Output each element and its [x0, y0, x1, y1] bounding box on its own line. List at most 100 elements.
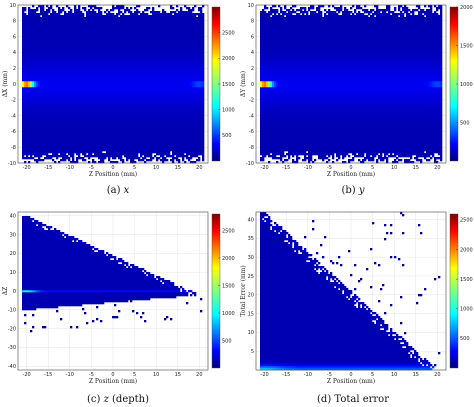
- heatmap-cell: [76, 33, 79, 36]
- heatmap-cell: [118, 127, 121, 130]
- heatmap-cell: [120, 63, 123, 66]
- heatmap-cell: [122, 21, 125, 24]
- heatmap-cell: [52, 133, 55, 136]
- heatmap-cell: [114, 25, 117, 28]
- heatmap-cell: [64, 127, 67, 130]
- heatmap-cell: [86, 85, 89, 88]
- heatmap-cell: [48, 103, 51, 106]
- heatmap-cell: [22, 33, 25, 36]
- heatmap-cell: [108, 53, 111, 56]
- heatmap-cell: [70, 73, 73, 76]
- heatmap-cell: [140, 15, 143, 18]
- heatmap-cell: [128, 97, 131, 100]
- heatmap-cell: [128, 151, 131, 154]
- heatmap-cell: [26, 113, 29, 116]
- heatmap-cell: [102, 107, 105, 110]
- heatmap-cell: [90, 107, 93, 110]
- heatmap-cell: [76, 145, 79, 148]
- heatmap-cell: [100, 149, 103, 152]
- heatmap-cell: [120, 69, 123, 72]
- heatmap-cell: [30, 31, 33, 34]
- heatmap-cell: [26, 99, 29, 102]
- heatmap-cell: [54, 23, 57, 26]
- heatmap-cell: [38, 109, 41, 112]
- heatmap-cell: [22, 93, 25, 96]
- heatmap-cell: [94, 23, 97, 26]
- heatmap-cell: [36, 29, 39, 32]
- heatmap-cell: [108, 21, 111, 24]
- heatmap-cell: [126, 25, 129, 28]
- heatmap-cell: [116, 17, 119, 20]
- heatmap-cell: [138, 85, 141, 88]
- heatmap-cell: [68, 117, 71, 120]
- heatmap-cell: [140, 71, 143, 74]
- heatmap-cell: [90, 103, 93, 106]
- heatmap-cell: [144, 97, 147, 100]
- heatmap-cell: [66, 29, 69, 32]
- heatmap-cell: [68, 29, 71, 32]
- heatmap-cell: [146, 93, 149, 96]
- heatmap-cell: [112, 69, 115, 72]
- heatmap-cell: [42, 95, 45, 98]
- heatmap-cell: [44, 15, 47, 18]
- heatmap-cell: [70, 91, 73, 94]
- heatmap-cell: [150, 113, 153, 116]
- heatmap-cell: [110, 121, 113, 124]
- heatmap-cell: [100, 29, 103, 32]
- heatmap-cell: [116, 129, 119, 132]
- heatmap-cell: [154, 93, 157, 96]
- heatmap-cell: [74, 147, 77, 150]
- heatmap-cell: [78, 5, 81, 8]
- heatmap-cell: [76, 9, 79, 12]
- heatmap-cell: [72, 95, 75, 98]
- heatmap-cell: [54, 63, 57, 66]
- heatmap-cell: [130, 103, 133, 106]
- heatmap-cell: [60, 85, 63, 88]
- heatmap-cell: [88, 135, 91, 138]
- heatmap-cell: [70, 127, 73, 130]
- heatmap-cell: [72, 157, 75, 160]
- heatmap-cell: [56, 13, 59, 16]
- heatmap-cell: [146, 31, 149, 34]
- heatmap-cell: [100, 69, 103, 72]
- heatmap-cell: [72, 119, 75, 122]
- heatmap-cell: [148, 133, 151, 136]
- heatmap-cell: [96, 79, 99, 82]
- heatmap-cell: [104, 111, 107, 114]
- heatmap-cell: [48, 17, 51, 20]
- heatmap-cell: [54, 57, 57, 60]
- heatmap-cell: [110, 69, 113, 72]
- heatmap-cell: [38, 115, 41, 118]
- heatmap-cell: [28, 37, 31, 40]
- heatmap-cell: [96, 89, 99, 92]
- heatmap-cell: [56, 135, 59, 138]
- heatmap-cell: [48, 115, 51, 118]
- heatmap-cell: [108, 155, 111, 158]
- heatmap-cell: [90, 155, 93, 158]
- heatmap-cell: [84, 125, 87, 128]
- heatmap-cell: [60, 159, 63, 162]
- heatmap-cell: [126, 49, 129, 52]
- heatmap-cell: [28, 115, 31, 118]
- heatmap-cell: [26, 127, 29, 130]
- heatmap-cell: [74, 133, 77, 136]
- heatmap-cell: [74, 93, 77, 96]
- heatmap-cell: [110, 125, 113, 128]
- heatmap-cell: [130, 17, 133, 20]
- heatmap-cell: [52, 139, 55, 142]
- heatmap-cell: [150, 27, 153, 30]
- heatmap-cell: [56, 121, 59, 124]
- heatmap-cell: [104, 61, 107, 64]
- heatmap-cell: [116, 19, 119, 22]
- heatmap-cell: [116, 115, 119, 118]
- heatmap-cell: [50, 91, 53, 94]
- heatmap-cell: [44, 103, 47, 106]
- heatmap-cell: [40, 121, 43, 124]
- heatmap-cell: [134, 43, 137, 46]
- heatmap-cell: [104, 77, 107, 80]
- heatmap-cell: [32, 55, 35, 58]
- heatmap-cell: [56, 151, 59, 154]
- heatmap-cell: [120, 127, 123, 130]
- heatmap-cell: [64, 159, 67, 162]
- heatmap-cell: [122, 19, 125, 22]
